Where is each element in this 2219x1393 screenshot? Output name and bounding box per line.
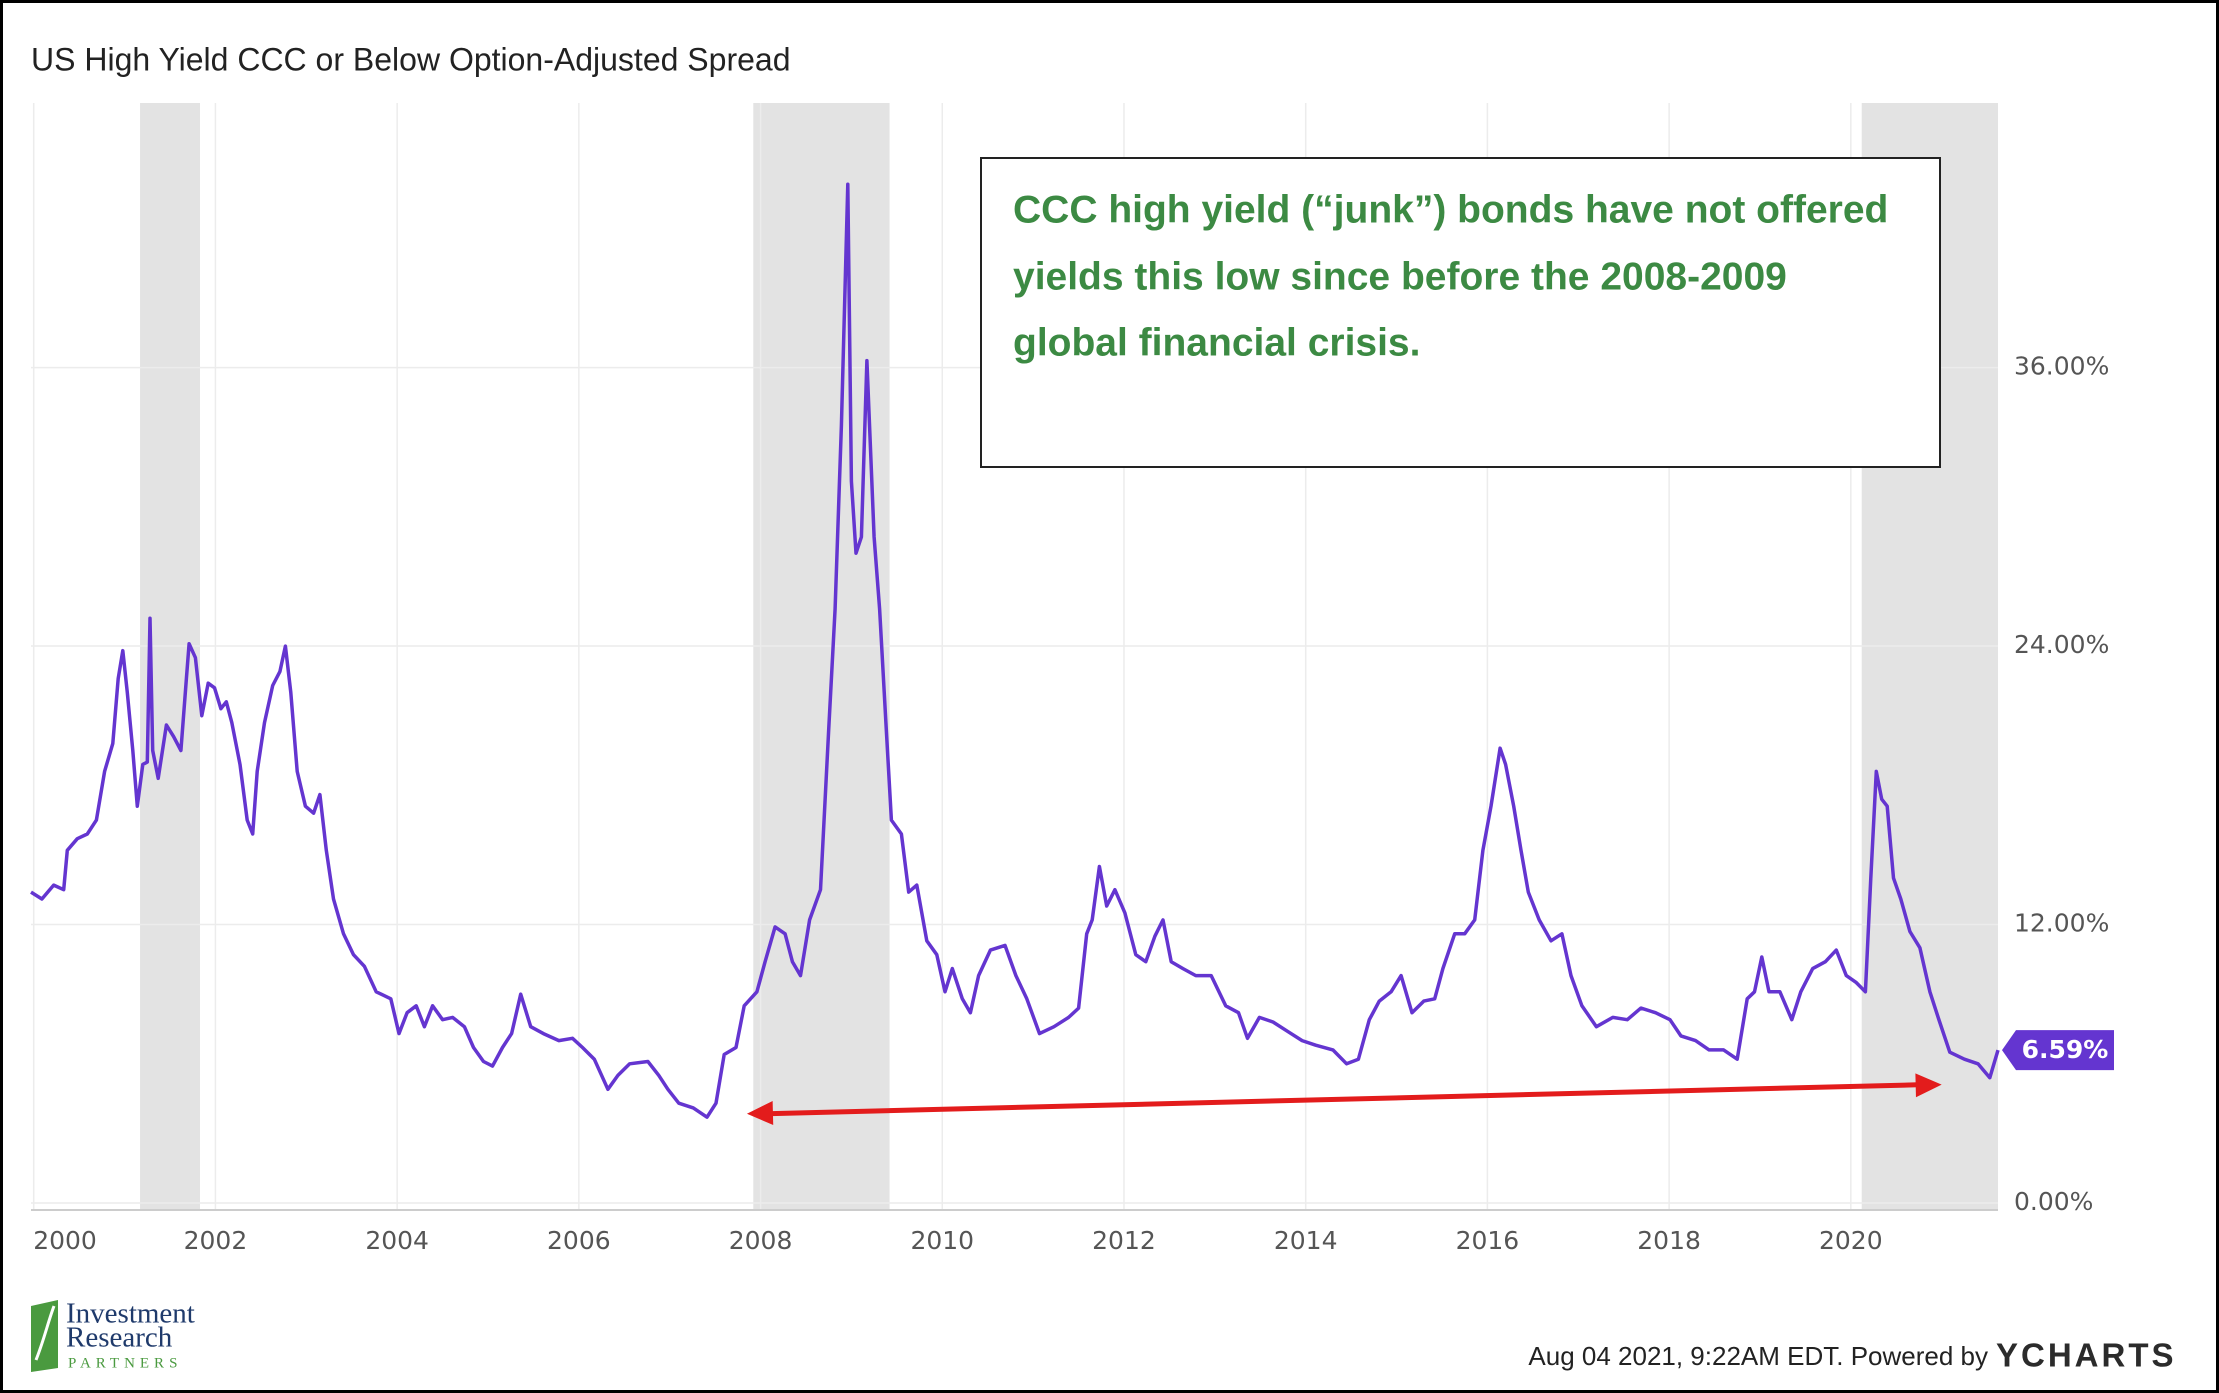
arrow-head [1915, 1073, 1942, 1098]
chart-title: US High Yield CCC or Below Option-Adjust… [31, 41, 790, 77]
x-tick-label: 2014 [1274, 1226, 1338, 1255]
logo: Investment Research PARTNERS [31, 1298, 195, 1372]
footer-timestamp: Aug 04 2021, 9:22AM EDT. Powered by [1528, 1341, 1988, 1371]
x-tick-label: 2008 [729, 1226, 793, 1255]
last-value-badge [2002, 1030, 2114, 1071]
y-tick-label: 36.00% [2014, 352, 2109, 381]
x-tick-label: 2018 [1637, 1226, 1701, 1255]
x-tick-label: 2002 [184, 1226, 248, 1255]
y-tick-label: 24.00% [2014, 630, 2109, 659]
y-tick-label: 0.00% [2014, 1187, 2093, 1216]
x-tick-label: 2012 [1092, 1226, 1156, 1255]
series-line [30, 182, 2000, 1119]
footer-brand: YCHARTS [1996, 1337, 2177, 1374]
logo-stem [34, 1305, 56, 1361]
annotation-line: CCC high yield (“junk”) bonds have not o… [1013, 188, 1888, 231]
x-tick-label: 2010 [910, 1226, 974, 1255]
recession-band [753, 103, 890, 1210]
arrow-head [746, 1101, 774, 1126]
logo-text: Research [66, 1322, 173, 1354]
annotation-line: yields this low since before the 2008-20… [1013, 255, 1787, 298]
arrow-line [766, 1082, 1922, 1117]
annotation-line: global financial crisis. [1013, 321, 1420, 364]
x-tick-label: 2020 [1819, 1226, 1883, 1255]
x-tick-label: 2016 [1456, 1226, 1520, 1255]
last-value-label: 6.59% [2022, 1035, 2109, 1064]
logo-text: Investment [66, 1298, 195, 1330]
plot-area: 2000 2002 2004 2006 2008 2010 2012 2014 2016 2018… [30, 103, 2114, 1255]
x-tick-label: 2004 [365, 1226, 429, 1255]
x-tick-label: 2000 [33, 1226, 97, 1255]
annotation-box [980, 157, 1941, 468]
x-tick-label: 2006 [547, 1226, 611, 1255]
y-tick-label: 12.00% [2014, 909, 2109, 938]
logo-text: PARTNERS [68, 1355, 182, 1371]
